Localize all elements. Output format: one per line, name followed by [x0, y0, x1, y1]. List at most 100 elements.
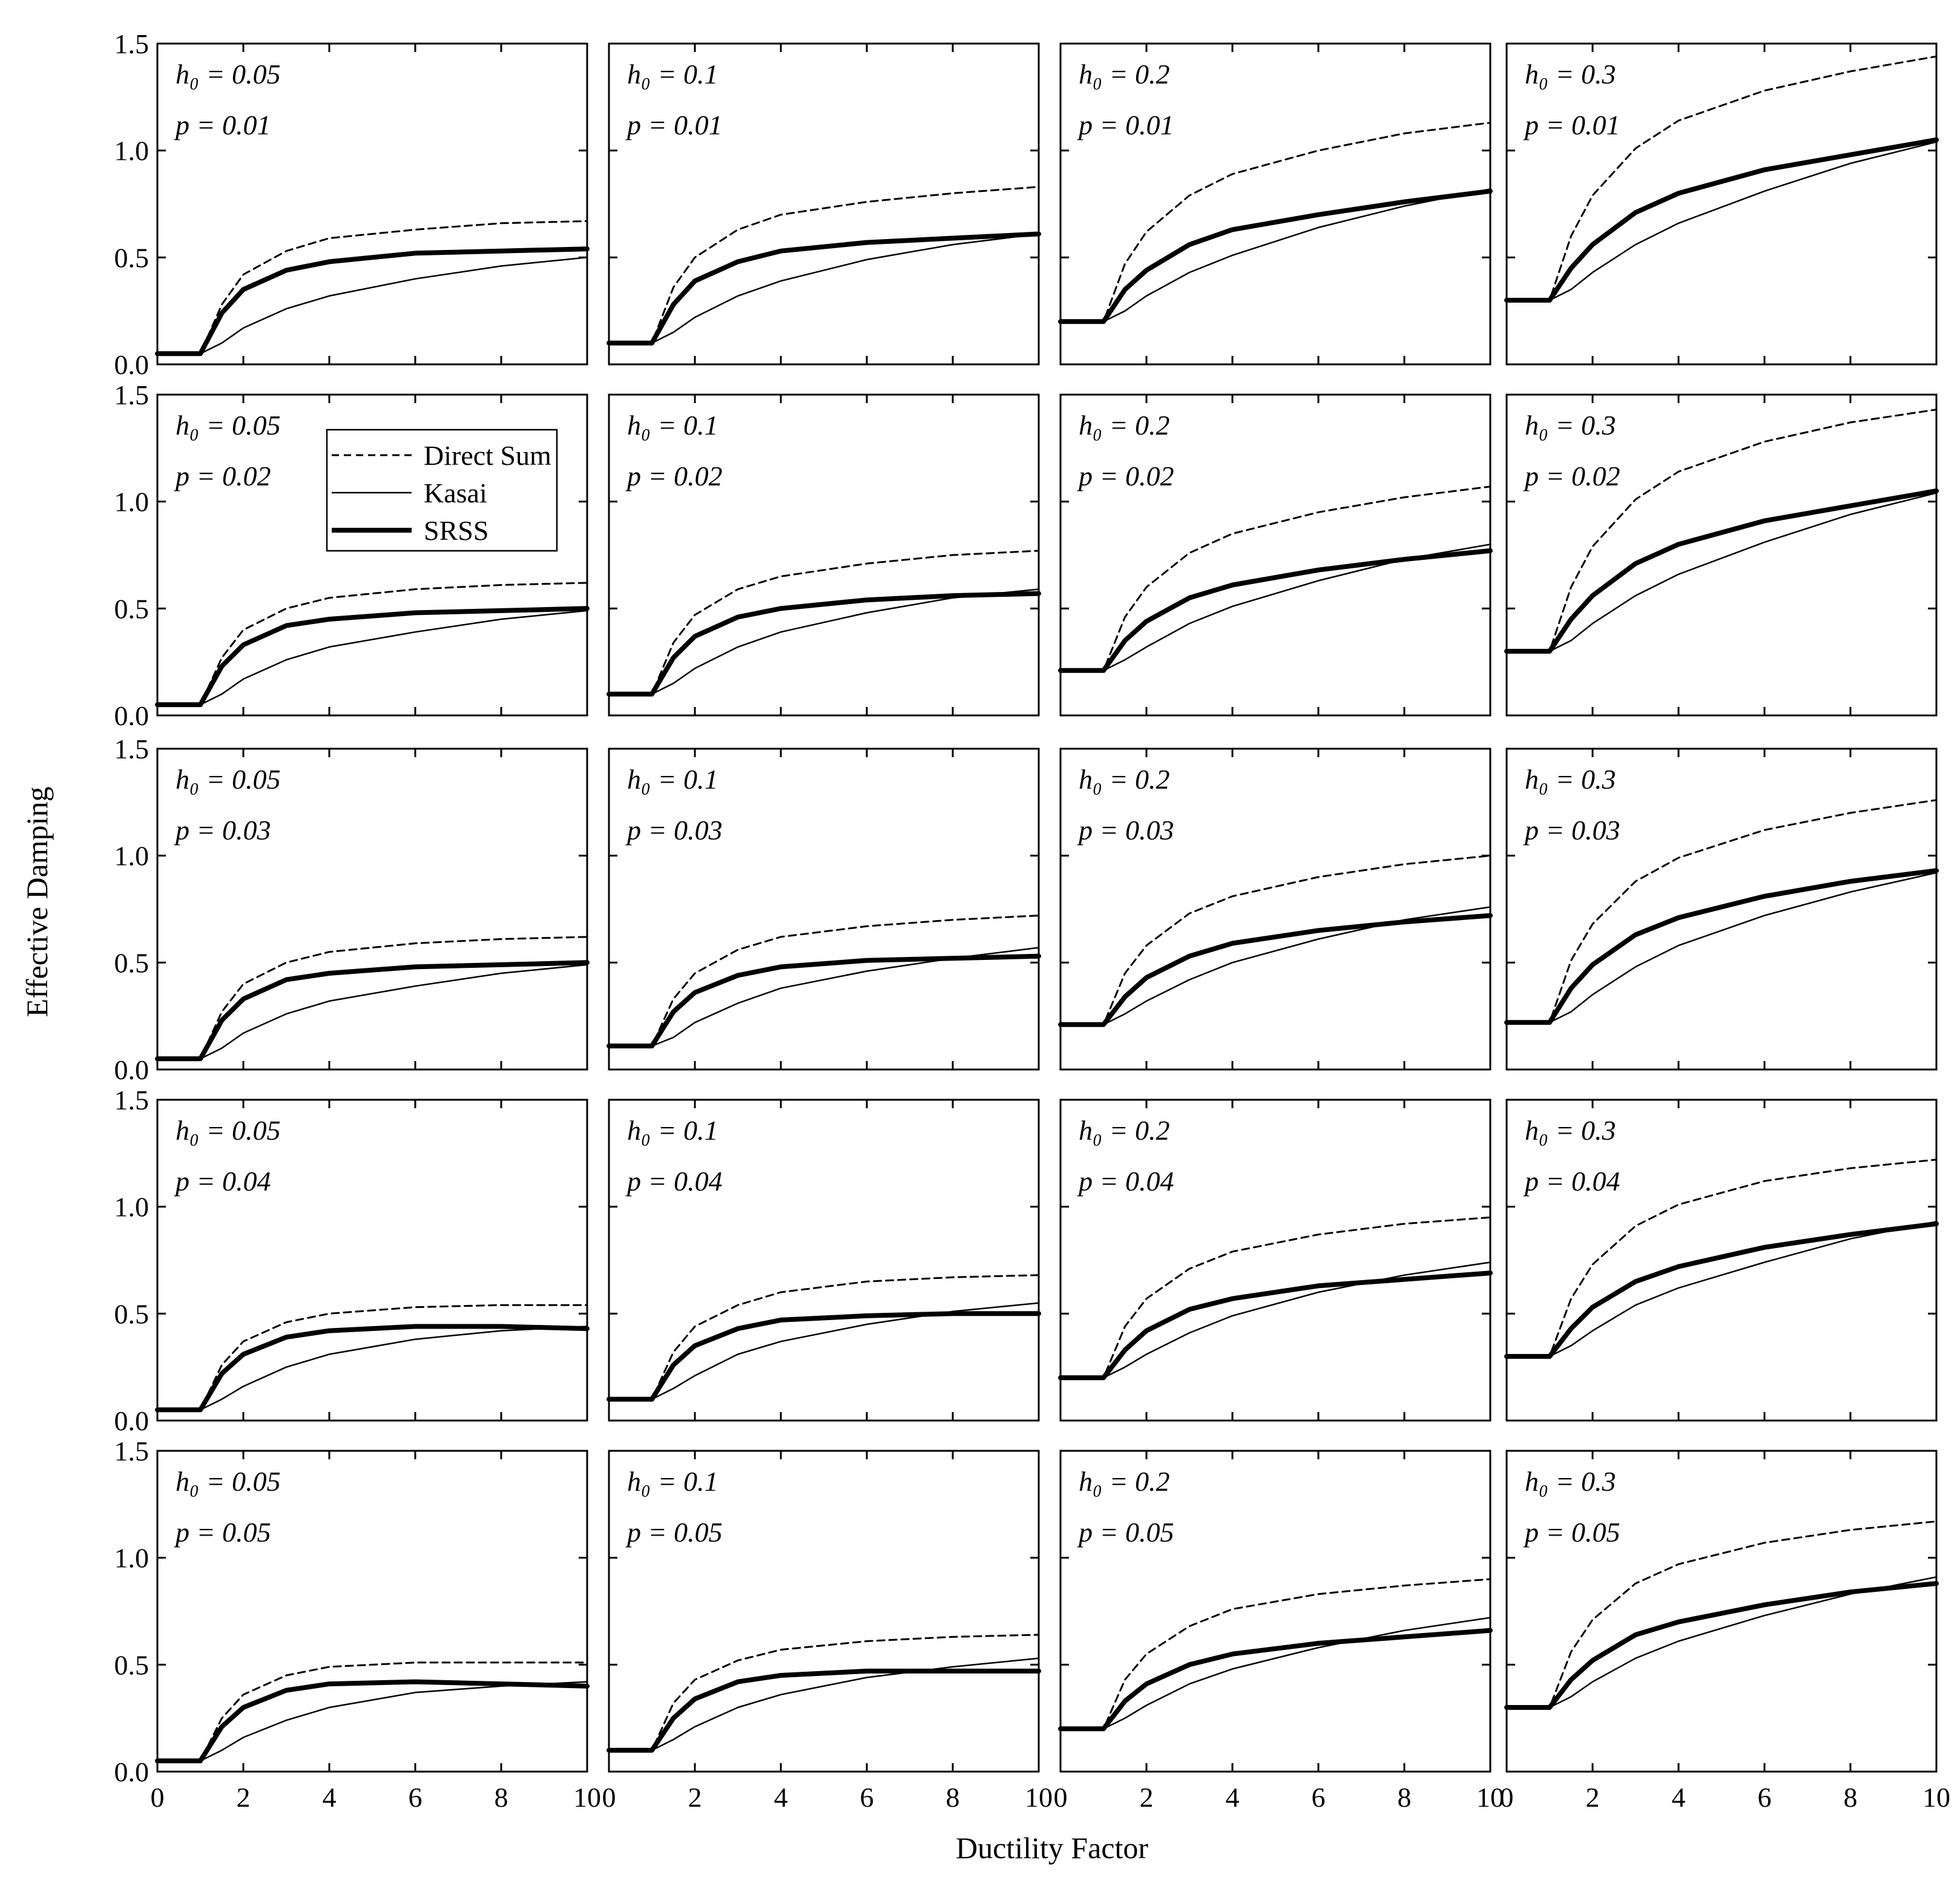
series-line-kasai [608, 233, 1040, 344]
y-tick-label: 0.5 [114, 947, 150, 978]
panel-r1-c1: 0.0 0.5 1.0 1.5 h₀ = 0.05 p = 0.01 [114, 28, 590, 380]
panel-frame [1505, 748, 1938, 1071]
series-line-direct-sum [1505, 799, 1938, 1024]
panel-r5-c4: 0 2 4 6 8 10 h₀ = 0.3 p = 0.05 [1500, 1450, 1950, 1813]
annotation-p: p = 0.01 [625, 110, 723, 140]
series-line-direct-sum [608, 915, 1040, 1047]
series-line-srss [1504, 868, 1939, 1025]
panel-r5-c2: 0 2 4 6 8 10 h₀ = 0.1 p = 0.05 [602, 1450, 1053, 1813]
annotation-h0: h₀ = 0.3 [1525, 1115, 1616, 1146]
series-line-srss [1058, 1628, 1493, 1732]
series-line-srss [1504, 137, 1939, 303]
y-axis-title: Effective Damping [20, 787, 54, 1017]
series-line-srss [1504, 1221, 1939, 1359]
panel-frame [608, 393, 1040, 717]
series-line-srss [607, 1668, 1041, 1753]
annotation-p: p = 0.01 [1077, 110, 1174, 140]
x-tick-label: 4 [323, 1782, 337, 1813]
annotation-p: p = 0.04 [174, 1166, 271, 1197]
series-line-srss [1504, 1581, 1939, 1710]
legend-label: Direct Sum [424, 440, 551, 471]
series-line-direct-sum [156, 1661, 588, 1762]
series-line-kasai [1059, 188, 1491, 323]
panel-frame [1505, 42, 1938, 366]
series-line-direct-sum [156, 936, 588, 1060]
series-line-direct-sum [1059, 485, 1491, 672]
y-tick-label: 1.5 [114, 1085, 150, 1116]
annotation-h0: h₀ = 0.3 [1525, 59, 1616, 90]
series-line-direct-sum [156, 582, 588, 706]
series-line-direct-sum [1505, 55, 1938, 301]
series-line-kasai [156, 1326, 588, 1411]
series-line-kasai [156, 1681, 588, 1762]
y-tick-label: 1.0 [114, 487, 150, 518]
panel-r3-c3: h₀ = 0.2 p = 0.03 [1058, 748, 1493, 1071]
annotation-p: p = 0.03 [625, 815, 723, 846]
annotation-h0: h₀ = 0.1 [627, 59, 719, 90]
y-tick-label: 0.0 [114, 349, 150, 380]
annotation-p: p = 0.03 [1077, 815, 1174, 846]
panel-frame [1059, 1450, 1491, 1773]
y-tick-label: 1.5 [114, 380, 150, 410]
annotation-p: p = 0.02 [1077, 461, 1174, 491]
x-tick-label: 0 [1500, 1782, 1514, 1813]
panel-frame [156, 42, 588, 366]
panel-frame [1505, 1450, 1938, 1773]
x-tick-label: 6 [409, 1782, 423, 1813]
series-line-srss [155, 246, 590, 356]
series-line-srss [607, 1311, 1041, 1402]
panel-r4-c1: 0.0 0.5 1.0 1.5 h₀ = 0.05 p = 0.04 [114, 1085, 590, 1436]
panel-frame [156, 1099, 588, 1422]
panel-r3-c4: h₀ = 0.3 p = 0.03 [1504, 748, 1939, 1071]
x-tick-label: 10 [1922, 1782, 1950, 1813]
panel-frame [1059, 1099, 1491, 1422]
panel-r2-c3: h₀ = 0.2 p = 0.02 [1058, 393, 1493, 717]
x-tick-label: 0 [602, 1782, 616, 1813]
y-tick-label: 1.5 [114, 1436, 150, 1467]
series-line-direct-sum [608, 186, 1040, 344]
y-tick-label: 0.0 [114, 1756, 150, 1787]
x-tick-label: 0 [151, 1782, 165, 1813]
panel-r2-c4: h₀ = 0.3 p = 0.02 [1504, 393, 1939, 717]
series-line-direct-sum [1505, 1520, 1938, 1709]
panel-frame [1505, 1099, 1938, 1422]
annotation-h0: h₀ = 0.05 [176, 1466, 281, 1497]
annotation-h0: h₀ = 0.2 [1079, 410, 1170, 441]
annotation-p: p = 0.01 [174, 110, 271, 140]
series-line-srss [155, 606, 590, 708]
y-tick-label: 0.5 [114, 593, 150, 624]
series-line-kasai [1059, 544, 1491, 672]
panel-frame [1059, 393, 1491, 717]
panel-r1-c2: h₀ = 0.1 p = 0.01 [607, 42, 1041, 366]
series-line-direct-sum [1059, 1216, 1491, 1379]
series-line-kasai [1505, 141, 1938, 301]
y-tick-label: 0.0 [114, 700, 150, 731]
annotation-h0: h₀ = 0.3 [1525, 1466, 1616, 1497]
x-tick-label: 8 [495, 1782, 508, 1813]
annotation-p: p = 0.05 [625, 1517, 723, 1548]
annotation-p: p = 0.02 [1523, 461, 1620, 491]
panel-r4-c2: h₀ = 0.1 p = 0.04 [607, 1099, 1041, 1422]
legend-label: Kasai [424, 478, 487, 508]
annotation-h0: h₀ = 0.05 [176, 410, 281, 441]
series-line-direct-sum [1505, 1158, 1938, 1358]
panel-r2-c1: 0.0 0.5 1.0 1.5 h₀ = 0.05 p = 0.02 Direct Sum K… [114, 380, 590, 731]
annotation-h0: h₀ = 0.1 [627, 1115, 719, 1146]
series-line-kasai [1059, 1617, 1491, 1730]
y-tick-label: 1.0 [114, 841, 150, 872]
panel-frame [1505, 393, 1938, 717]
series-line-direct-sum [156, 1304, 588, 1411]
annotation-h0: h₀ = 0.2 [1079, 1115, 1170, 1146]
annotation-p: p = 0.02 [625, 461, 723, 491]
x-tick-label: 8 [946, 1782, 960, 1813]
series-line-kasai [1505, 872, 1938, 1024]
panel-r1-c3: h₀ = 0.2 p = 0.01 [1058, 42, 1493, 366]
x-tick-label: 2 [688, 1782, 702, 1813]
panel-r3-c2: h₀ = 0.1 p = 0.03 [607, 748, 1041, 1071]
x-tick-label: 8 [1398, 1782, 1412, 1813]
series-line-direct-sum [1505, 409, 1938, 652]
annotation-h0: h₀ = 0.2 [1079, 764, 1170, 795]
annotation-h0: h₀ = 0.3 [1525, 764, 1616, 795]
series-line-direct-sum [1059, 1578, 1491, 1730]
